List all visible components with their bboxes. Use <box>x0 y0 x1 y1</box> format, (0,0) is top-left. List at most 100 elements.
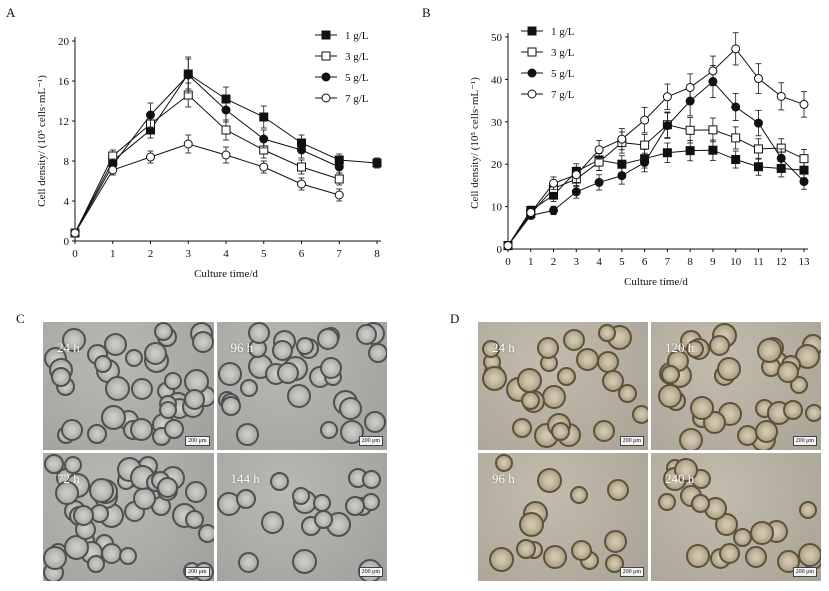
cell-blob <box>101 405 126 430</box>
y-tick-label: 0 <box>497 244 503 256</box>
cell-blob <box>674 458 698 482</box>
data-point <box>259 134 269 144</box>
legend-label: 3 g/L <box>551 47 575 59</box>
data-point <box>183 139 193 149</box>
data-point <box>108 165 118 175</box>
data-point <box>571 187 581 197</box>
timepoint-label: 240 h <box>665 471 695 486</box>
cell-blob <box>719 543 740 564</box>
y-tick-label: 20 <box>58 36 70 48</box>
legend-marker <box>321 51 331 61</box>
y-axis-label: Cell density/ (10⁵ cells·mL⁻¹) <box>36 75 48 207</box>
data-point <box>334 162 344 172</box>
cell-blob <box>164 372 182 390</box>
data-point <box>731 133 741 143</box>
cell-blob <box>361 470 381 489</box>
micrograph-d-2: 120 h 200 μm <box>651 322 821 450</box>
timepoint-label: 24 h <box>492 340 515 355</box>
cell-blob <box>557 367 576 386</box>
data-point <box>372 158 382 168</box>
x-tick-label: 12 <box>776 256 787 268</box>
cell-blob <box>516 539 536 559</box>
cell-blob <box>235 489 256 509</box>
cell-blob <box>159 401 177 419</box>
cell-blob <box>235 423 259 446</box>
cell-blob <box>542 385 566 409</box>
cell-blob <box>247 322 270 344</box>
x-tick-label: 4 <box>223 248 229 260</box>
micrograph-grid-d: 24 h 200 μm 120 h 200 μm 96 h 200 μm 240… <box>478 322 821 581</box>
data-point <box>640 158 650 168</box>
cell-blob <box>260 511 284 534</box>
legend-marker <box>321 72 331 82</box>
cell-blob <box>563 329 585 351</box>
y-tick-label: 20 <box>491 159 503 171</box>
cell-blob <box>686 340 704 358</box>
legend-marker <box>527 89 537 99</box>
data-point <box>708 66 718 76</box>
cell-blob <box>125 349 143 367</box>
x-tick-label: 9 <box>710 256 716 268</box>
data-point <box>259 112 269 122</box>
series-1-g-L <box>503 139 809 251</box>
cell-blob <box>658 384 682 408</box>
data-point <box>640 140 650 150</box>
cell-blob <box>571 540 592 561</box>
data-point <box>183 70 193 80</box>
x-tick-label: 0 <box>72 248 78 260</box>
series-5-g-L <box>503 65 809 251</box>
cell-blob <box>144 342 167 365</box>
cell-blob <box>709 335 730 356</box>
cell-blob <box>355 324 377 345</box>
cell-blob <box>618 384 637 403</box>
scale-bar: 200 μm <box>619 436 644 446</box>
data-point <box>731 44 741 54</box>
y-tick-label: 0 <box>64 236 70 248</box>
cell-blob <box>239 379 258 397</box>
cell-blob <box>271 340 293 361</box>
cell-blob <box>198 524 214 543</box>
cell-blob <box>543 545 567 569</box>
cell-blob <box>690 396 714 420</box>
cell-blob <box>570 486 588 504</box>
micrograph-d-1: 24 h 200 μm <box>478 322 648 450</box>
x-tick-label: 1 <box>110 248 116 260</box>
cell-blob <box>602 370 624 392</box>
timepoint-label: 72 h <box>57 471 80 486</box>
cell-blob <box>185 481 207 503</box>
data-point <box>708 125 718 135</box>
timepoint-label: 96 h <box>492 471 515 486</box>
data-point <box>146 110 155 120</box>
data-point <box>640 115 650 125</box>
data-point <box>753 162 763 172</box>
x-tick-label: 3 <box>574 256 580 268</box>
legend-label: 7 g/L <box>551 89 575 101</box>
cell-blob <box>89 478 114 503</box>
cell-blob <box>750 521 774 545</box>
cell-blob <box>185 510 204 529</box>
data-point <box>594 145 604 155</box>
cell-blob <box>313 510 333 529</box>
micrograph-c-4: 144 h 200 μm <box>216 453 387 581</box>
cell-blob <box>593 420 615 442</box>
scale-bar: 200 μm <box>619 567 644 577</box>
data-point <box>297 179 306 189</box>
scale-bar: 200 μm <box>792 567 817 577</box>
data-point <box>799 154 809 164</box>
y-axis-label: Cell density/ (10⁵ cells·mL⁻¹) <box>469 77 481 209</box>
cell-blob <box>686 544 710 568</box>
data-point <box>221 105 231 115</box>
x-tick-label: 6 <box>642 256 648 268</box>
cell-blob <box>220 396 241 416</box>
x-tick-label: 6 <box>299 248 305 260</box>
data-point <box>662 148 672 158</box>
cell-blob <box>269 472 289 491</box>
cell-blob <box>131 378 153 400</box>
cell-blob <box>519 512 544 537</box>
series-3-g-L <box>70 82 344 238</box>
timepoint-label: 120 h <box>665 340 695 355</box>
x-axis-label: Culture time/d <box>624 276 688 288</box>
cell-blob <box>757 338 782 363</box>
cell-blob <box>717 357 741 381</box>
y-tick-label: 4 <box>64 196 70 208</box>
